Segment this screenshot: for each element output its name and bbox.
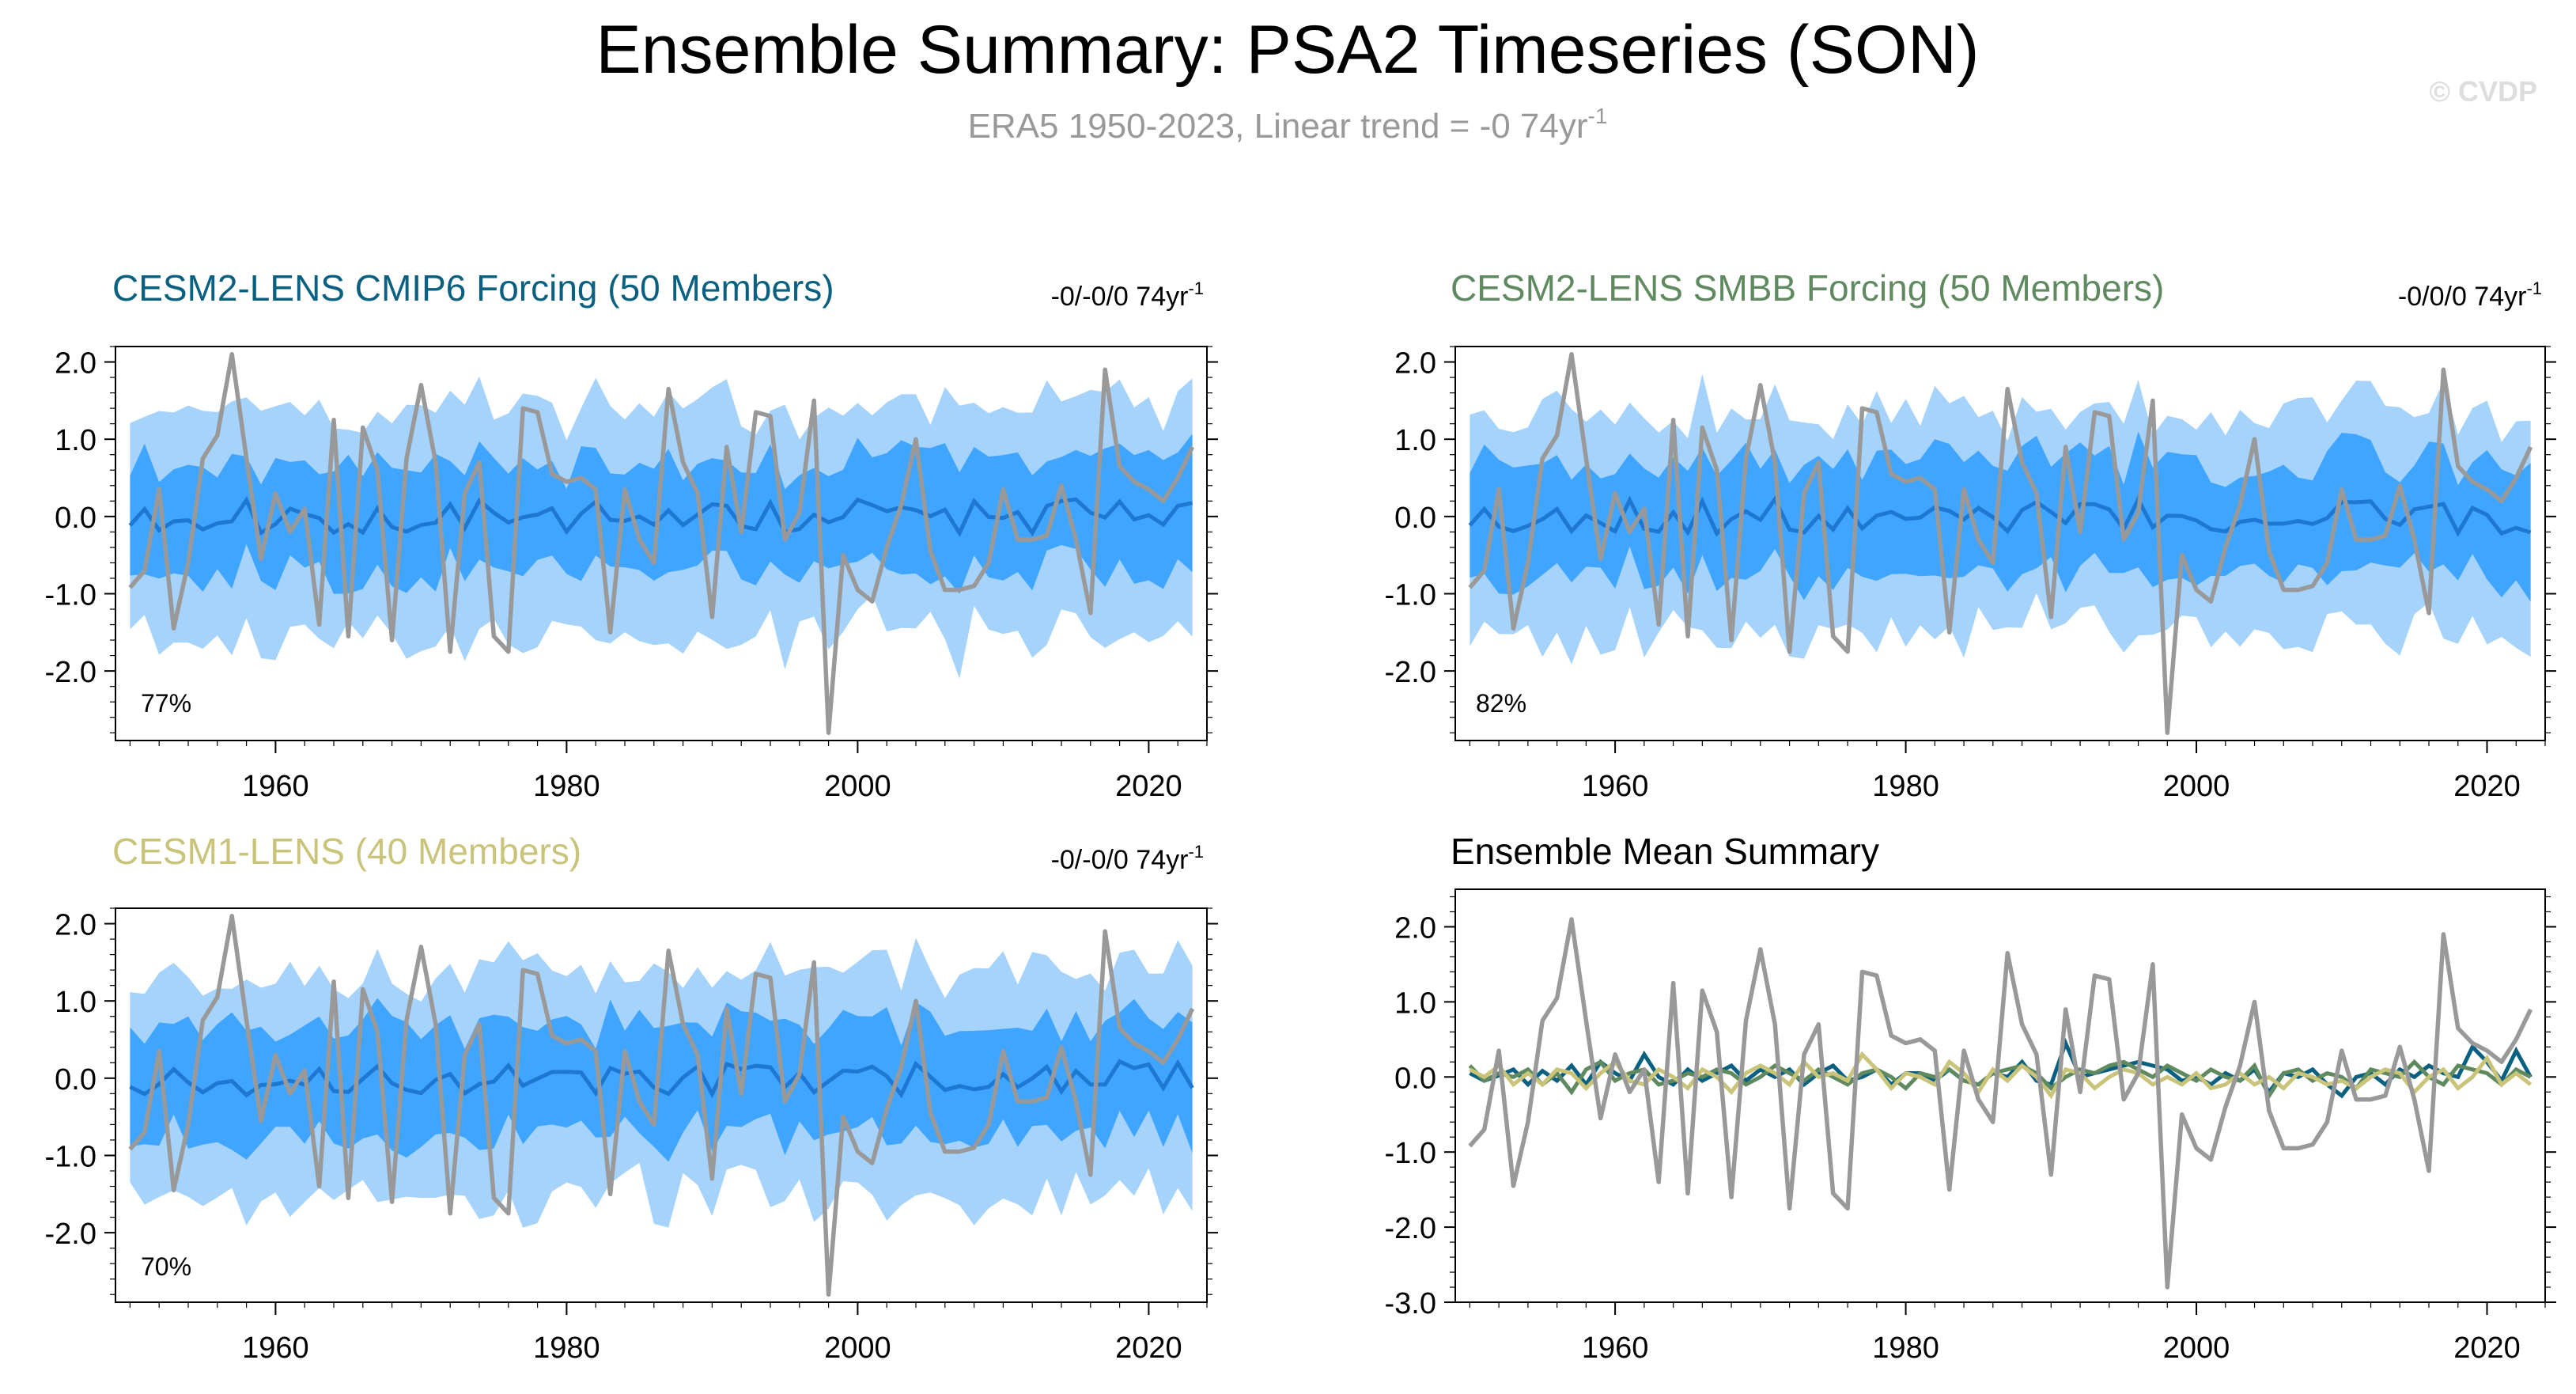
- plot-frame: [115, 907, 1208, 1303]
- x-tick-label: 2020: [2453, 1331, 2521, 1365]
- panel-title: CESM2-LENS CMIP6 Forcing (50 Members): [112, 267, 834, 309]
- y-tick-label: 0.0: [55, 1063, 96, 1097]
- x-tick-label: 2000: [2163, 770, 2230, 803]
- subtitle-text: ERA5 1950-2023, Linear trend = -0 74yr: [968, 107, 1588, 146]
- y-tick-label: 0.0: [1394, 1062, 1436, 1095]
- x-tick-label: 1960: [242, 1331, 309, 1365]
- y-tick-label: 1.0: [1394, 424, 1436, 457]
- panel-cesm2-cmip6: CESM2-LENS CMIP6 Forcing (50 Members) -0…: [45, 267, 1218, 803]
- y-tick-label: -1.0: [1385, 578, 1436, 612]
- panel-title: CESM2-LENS SMBB Forcing (50 Members): [1451, 267, 2164, 309]
- y-tick-label: -1.0: [45, 1140, 96, 1173]
- y-tick-label: 2.0: [55, 347, 96, 381]
- x-tick-label: 2020: [1115, 770, 1182, 803]
- plot-area: 2.0 1.0 0.0 -1.0 -2.0 -3.0 1960 1980 2000 2020: [1385, 888, 2556, 1365]
- panel-percent: 82%: [1476, 689, 1526, 718]
- plot-area: 2.0 1.0 0.0 -1.0 -2.0 1960 1980 2000 2020: [1385, 346, 2556, 803]
- y-tick-label: -1.0: [45, 578, 96, 612]
- x-tick-label: 2000: [824, 1331, 891, 1365]
- y-tick-label: 1.0: [55, 424, 96, 457]
- panel-ensemble-mean-summary: Ensemble Mean Summary 2.0 1.0 0.0 -1.0 -2.0 -…: [1385, 831, 2556, 1365]
- observed-line: [128, 352, 1195, 735]
- x-tick-label: 1960: [1582, 770, 1649, 803]
- y-tick-label: -3.0: [1385, 1287, 1436, 1320]
- panel-percent: 77%: [141, 689, 191, 718]
- y-tick-label: -2.0: [45, 656, 96, 689]
- panel-trend-superscript: -1: [2526, 278, 2542, 298]
- y-tick-label: 0.0: [55, 502, 96, 535]
- panel-title: Ensemble Mean Summary: [1451, 831, 1879, 872]
- x-tick-label: 1960: [242, 770, 309, 803]
- x-tick-label: 2020: [1115, 1331, 1182, 1365]
- y-tick-label: -2.0: [1385, 656, 1436, 689]
- panel-trend: -0/0/0 74yr-1: [2398, 278, 2542, 312]
- figure-subtitle: ERA5 1950-2023, Linear trend = -0 74yr-1: [968, 104, 1608, 146]
- y-tick-label: 2.0: [55, 909, 96, 942]
- subtitle-superscript: -1: [1588, 104, 1608, 128]
- panel-title: CESM1-LENS (40 Members): [112, 831, 581, 872]
- x-tick-label: 1980: [1872, 770, 1939, 803]
- y-tick-label: -1.0: [1385, 1137, 1436, 1170]
- panel-trend: -0/-0/0 74yr-1: [1051, 278, 1204, 312]
- panel-trend-text: -0/-0/0 74yr: [1051, 282, 1189, 312]
- x-tick-label: 1980: [533, 770, 600, 803]
- panel-trend-text: -0/0/0 74yr: [2398, 282, 2527, 312]
- inner-spread-band: [130, 998, 1193, 1162]
- y-tick-label: 0.0: [1394, 502, 1436, 535]
- plot-area: 2.0 1.0 0.0 -1.0 -2.0 1960 1980 2000 2020: [45, 346, 1218, 803]
- inner-spread-band: [130, 434, 1193, 594]
- panel-cesm1: CESM1-LENS (40 Members) -0/-0/0 74yr-1 2…: [45, 831, 1218, 1365]
- panel-trend-superscript: -1: [1188, 842, 1204, 862]
- panel-cesm2-smbb: CESM2-LENS SMBB Forcing (50 Members) -0/…: [1385, 267, 2556, 803]
- panel-percent: 70%: [141, 1252, 191, 1281]
- x-tick-label: 2000: [824, 770, 891, 803]
- plot-frame: [1454, 888, 2546, 1303]
- y-tick-label: 2.0: [1394, 347, 1436, 381]
- y-tick-label: 1.0: [55, 986, 96, 1019]
- observed-line: [1468, 917, 2533, 1290]
- y-tick-label: -2.0: [1385, 1212, 1436, 1245]
- x-tick-label: 2020: [2453, 770, 2521, 803]
- x-tick-label: 1980: [533, 1331, 600, 1365]
- x-tick-label: 1960: [1582, 1331, 1649, 1365]
- plot-frame: [1454, 346, 2546, 741]
- panel-trend-text: -0/-0/0 74yr: [1051, 845, 1189, 875]
- observed-line: [128, 914, 1195, 1297]
- panel-trend-superscript: -1: [1188, 278, 1204, 298]
- watermark: © CVDP: [2429, 75, 2537, 108]
- plot-area: 2.0 1.0 0.0 -1.0 -2.0 1960 1980 2000 2020: [45, 907, 1218, 1365]
- inner-spread-band: [1470, 431, 2531, 602]
- x-tick-label: 2000: [2163, 1331, 2230, 1365]
- y-tick-label: 2.0: [1394, 911, 1436, 945]
- figure-title: Ensemble Summary: PSA2 Timeseries (SON): [596, 12, 1979, 88]
- x-tick-label: 1980: [1872, 1331, 1939, 1365]
- y-tick-label: -2.0: [45, 1218, 96, 1251]
- plot-frame: [115, 346, 1208, 741]
- panel-trend: -0/-0/0 74yr-1: [1051, 842, 1204, 875]
- observed-line: [1468, 352, 2533, 735]
- y-tick-label: 1.0: [1394, 987, 1436, 1020]
